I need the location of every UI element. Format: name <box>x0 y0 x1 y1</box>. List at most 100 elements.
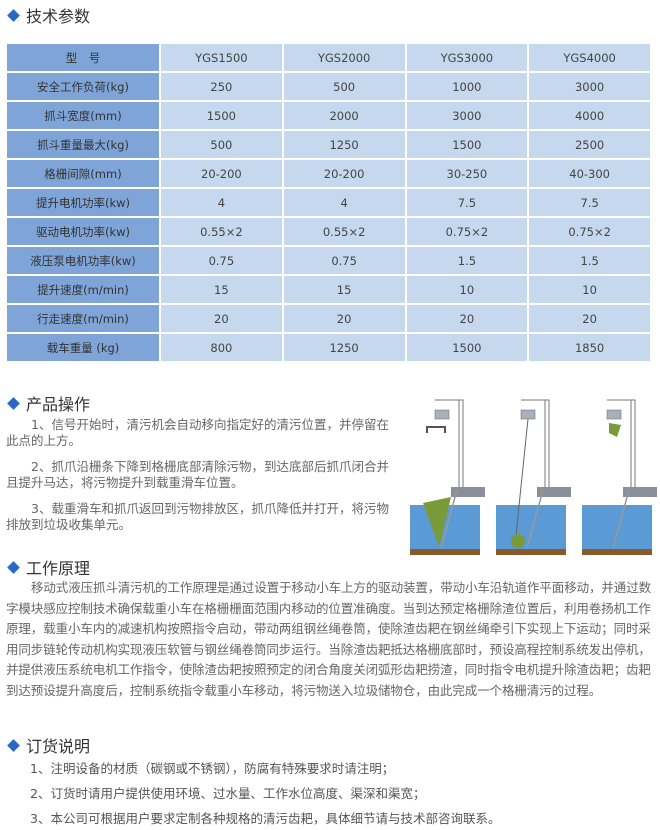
table-row: 抓斗重量最大(kg) 500 1250 1500 2500 <box>7 131 650 158</box>
row-label: 提升速度(m/min) <box>7 276 159 303</box>
rope <box>515 418 529 536</box>
table-cell: 0.55×2 <box>283 218 405 245</box>
operation-steps: 1、信号开始时，清污机会自动移向指定好的清污位置，并停留在此点的上方。 2、抓爪… <box>6 417 392 543</box>
row-label: 行走速度(m/min) <box>7 305 159 332</box>
spec-table: 型 号 YGS1500 YGS2000 YGS3000 YGS4000 安全工作负荷(kg… <box>5 42 652 363</box>
table-cell: 40-300 <box>529 160 650 187</box>
table-cell: 20 <box>283 305 405 332</box>
grate-bar <box>526 489 544 549</box>
table-cell: 1500 <box>161 102 282 129</box>
table-cell: YGS2000 <box>283 44 405 71</box>
table-cell: 1250 <box>283 131 405 158</box>
row-label: 提升电机功率(kw) <box>7 189 159 216</box>
grab-unloading <box>609 423 621 437</box>
operation-step: 1、信号开始时，清污机会自动移向指定好的清污位置，并停留在此点的上方。 <box>6 417 389 448</box>
trolley <box>451 487 485 497</box>
table-cell: 0.75×2 <box>406 218 528 245</box>
table-cell: 250 <box>161 73 282 100</box>
table-cell: 20 <box>161 305 282 332</box>
grab-open <box>426 426 446 433</box>
table-cell: YGS4000 <box>529 44 650 71</box>
ground <box>496 549 566 555</box>
row-label: 抓斗重量最大(kg) <box>7 131 159 158</box>
table-cell: 20-200 <box>161 160 282 187</box>
hoist <box>606 409 622 420</box>
table-cell: 1.5 <box>406 247 528 274</box>
water <box>582 505 652 549</box>
operation-step: 2、抓爪沿栅条下降到格栅底部清除污物，到达底部后抓爪闭合并且提升马达，将污物提升… <box>6 459 389 490</box>
debris <box>423 497 451 547</box>
table-cell: 0.55×2 <box>161 218 282 245</box>
row-label: 驱动电机功率(kw) <box>7 218 159 245</box>
table-row: 载车重量 (kg) 800 1250 1500 1850 <box>7 334 650 361</box>
table-cell: 0.75 <box>283 247 405 274</box>
table-row: 抓斗宽度(mm) 1500 2000 3000 4000 <box>7 102 650 129</box>
row-label: 载车重量 (kg) <box>7 334 159 361</box>
table-cell: YGS1500 <box>161 44 282 71</box>
table-cell: 1500 <box>406 334 528 361</box>
table-cell: 15 <box>283 276 405 303</box>
table-cell: 1500 <box>406 131 528 158</box>
operation-step: 3、载重滑车和抓爪返回到污物排放区，抓爪降低并打开，将污物排放到垃圾收集单元。 <box>6 501 389 532</box>
table-row: 格栅间隙(mm) 20-200 20-200 30-250 40-300 <box>7 160 650 187</box>
table-row: 行走速度(m/min) 20 20 20 20 <box>7 305 650 332</box>
table-header-row: 型 号 YGS1500 YGS2000 YGS3000 YGS4000 <box>7 44 650 71</box>
table-cell: 3000 <box>529 73 650 100</box>
row-label: 抓斗宽度(mm) <box>7 102 159 129</box>
grate-bar <box>612 489 630 549</box>
table-row: 提升速度(m/min) 15 15 10 10 <box>7 276 650 303</box>
diamond-bullet-icon <box>7 560 20 574</box>
table-cell: 4 <box>161 189 282 216</box>
frame <box>607 399 636 487</box>
grab-loaded <box>511 534 525 548</box>
table-cell: 20-200 <box>283 160 405 187</box>
row-label: 安全工作负荷(kg) <box>7 73 159 100</box>
table-cell: 4 <box>283 189 405 216</box>
row-label: 型 号 <box>7 44 159 71</box>
table-cell: 800 <box>161 334 282 361</box>
water <box>496 505 566 549</box>
operation-diagram <box>410 399 657 555</box>
ground <box>582 549 652 555</box>
frame <box>521 399 550 487</box>
table-cell: 500 <box>161 131 282 158</box>
table-cell: YGS3000 <box>406 44 528 71</box>
trolley <box>623 487 657 497</box>
table-cell: 1000 <box>406 73 528 100</box>
table-row: 液压泵电机功率(kw) 0.75 0.75 1.5 1.5 <box>7 247 650 274</box>
hoist <box>434 409 450 420</box>
frame <box>435 399 464 487</box>
hoist <box>520 409 536 420</box>
grate-bar <box>440 489 458 549</box>
table-row: 安全工作负荷(kg) 250 500 1000 3000 <box>7 73 650 100</box>
table-cell: 10 <box>406 276 528 303</box>
table-cell: 20 <box>529 305 650 332</box>
table-cell: 0.75 <box>161 247 282 274</box>
diamond-bullet-icon <box>7 8 20 22</box>
table-cell: 500 <box>283 73 405 100</box>
table-cell: 2500 <box>529 131 650 158</box>
section-heading-operation: 产品操作 <box>6 391 90 415</box>
table-cell: 1.5 <box>529 247 650 274</box>
ground <box>410 549 480 555</box>
table-cell: 7.5 <box>529 189 650 216</box>
table-cell: 15 <box>161 276 282 303</box>
table-cell: 4000 <box>529 102 650 129</box>
row-label: 液压泵电机功率(kw) <box>7 247 159 274</box>
ordering-item: 1、注明设备的材质（碳钢或不锈钢），防腐有特殊要求时请注明； <box>30 761 395 776</box>
diamond-bullet-icon <box>7 738 20 752</box>
table-cell: 30-250 <box>406 160 528 187</box>
section-heading-ordering: 订货说明 <box>6 733 90 757</box>
ordering-item: 2、订货时请用户提供使用环境、过水量、工作水位高度、渠深和渠宽； <box>30 786 426 801</box>
table-row: 提升电机功率(kw) 4 4 7.5 7.5 <box>7 189 650 216</box>
section-heading-principle: 工作原理 <box>6 555 90 579</box>
table-row: 驱动电机功率(kw) 0.55×2 0.55×2 0.75×2 0.75×2 <box>7 218 650 245</box>
section-heading-specs: 技术参数 <box>6 3 90 27</box>
table-cell: 10 <box>529 276 650 303</box>
diamond-bullet-icon <box>7 396 20 410</box>
ordering-item: 3、本公司可根据用户要求定制各种规格的清污齿耙，具体细节请与技术部咨询联系。 <box>30 811 501 826</box>
table-cell: 1850 <box>529 334 650 361</box>
principle-text: 移动式液压抓斗清污机的工作原理是通过设置于移动小车上方的驱动装置，带动小车沿轨道… <box>6 580 652 698</box>
table-cell: 20 <box>406 305 528 332</box>
table-cell: 3000 <box>406 102 528 129</box>
